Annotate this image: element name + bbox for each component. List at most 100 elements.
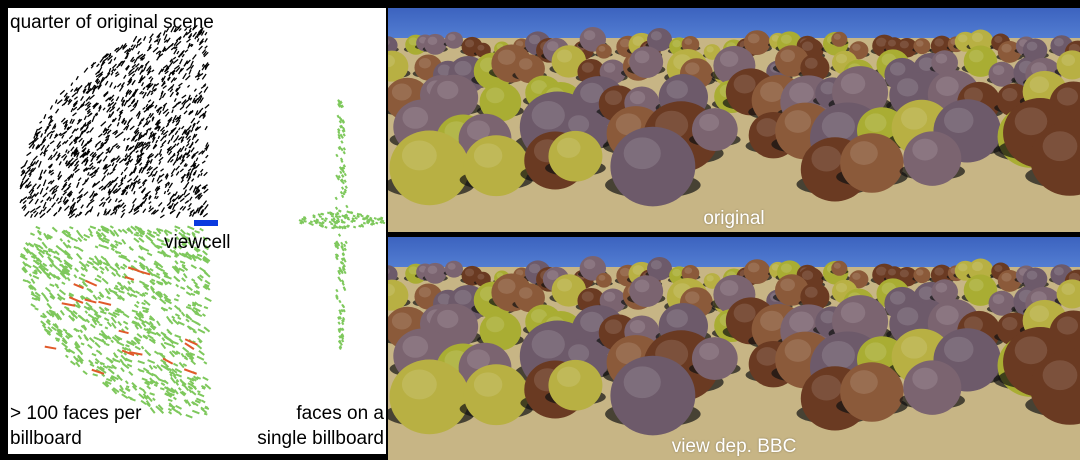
billboard-face-mark (134, 324, 139, 330)
billboard-face-mark (102, 364, 109, 369)
scene-face-mark (91, 190, 95, 197)
scene-face-mark (154, 126, 158, 130)
billboard-face-mark (88, 359, 94, 365)
scene-face-mark (136, 154, 140, 158)
billboard-face-mark (80, 342, 85, 346)
billboard-face-mark (194, 399, 201, 404)
scene-face-mark (160, 135, 166, 142)
scene-face-mark (157, 126, 161, 132)
billboard-face-mark (182, 363, 188, 367)
scene-face-mark (194, 187, 200, 194)
highlight-face-mark (61, 302, 76, 307)
billboard-face-mark (78, 358, 84, 365)
scene-face-mark (32, 210, 37, 214)
scene-face-mark (190, 60, 194, 67)
billboard-face-mark (119, 286, 124, 291)
billboard-face-mark (138, 393, 145, 400)
single-face-mark (337, 233, 342, 237)
single-face-mark (341, 261, 345, 265)
scene-face-mark (125, 145, 129, 149)
scene-face-mark (132, 197, 137, 204)
scene-face-mark (192, 171, 196, 176)
tree-highlight (840, 302, 866, 324)
tree-highlight (388, 54, 395, 68)
billboard-face-mark (73, 238, 79, 243)
scene-face-mark (98, 133, 103, 138)
tree-highlight (466, 120, 490, 141)
billboard-face-mark (162, 251, 169, 258)
billboard-face-mark (85, 301, 93, 309)
scene-face-mark (194, 97, 199, 104)
scene-face-mark (52, 148, 56, 152)
scene-face-mark (162, 64, 168, 69)
scene-face-mark (112, 163, 118, 171)
highlight-face-mark (73, 283, 84, 290)
scene-face-mark (139, 54, 146, 60)
viewcell-label: viewcell (164, 232, 231, 253)
scene-face-mark (141, 57, 146, 61)
single-face-mark (344, 214, 348, 217)
billboard-face-mark (142, 367, 150, 373)
billboard-face-mark (37, 230, 42, 234)
tree-highlight (1026, 41, 1038, 51)
billboard-face-mark (97, 296, 102, 301)
single-face-mark (362, 217, 367, 220)
scene-face-mark (39, 120, 43, 124)
scene-face-mark (172, 196, 179, 203)
scene-face-mark (82, 88, 87, 94)
billboard-face-mark (131, 382, 138, 388)
tree-highlight (756, 118, 779, 137)
billboard-face-mark (99, 365, 105, 371)
scene-face-mark (104, 53, 110, 58)
billboard-face-mark (191, 233, 197, 239)
billboard-face-mark (173, 298, 179, 302)
scene-face-mark (176, 119, 181, 126)
billboard-face-mark (28, 273, 33, 277)
scene-face-mark (114, 133, 121, 139)
scene-face-mark (131, 44, 137, 51)
billboard-face-mark (105, 261, 111, 267)
scene-face-mark (26, 165, 31, 170)
billboard-face-mark (106, 321, 113, 328)
scene-face-mark (146, 120, 151, 126)
tree-highlight (864, 113, 887, 133)
billboard-face-mark (171, 315, 176, 320)
scene-face-mark (80, 151, 87, 158)
scene-face-mark (121, 189, 127, 196)
tree-highlight (666, 309, 688, 328)
scene-face-mark (191, 133, 196, 141)
scene-face-mark (145, 160, 151, 166)
billboard-face-mark (75, 300, 81, 308)
scene-face-mark (70, 209, 75, 215)
scene-face-mark (177, 127, 181, 131)
billboard-face-mark (104, 245, 110, 250)
scene-face-mark (136, 204, 142, 210)
scene-face-mark (105, 134, 109, 139)
tree-crown (548, 130, 603, 182)
scene-face-mark (86, 82, 90, 87)
billboard-face-mark (191, 301, 197, 306)
scene-face-mark (189, 141, 194, 149)
billboard-face-mark (27, 242, 35, 248)
billboard-face-mark (30, 292, 38, 298)
billboard-face-mark (111, 322, 117, 329)
billboard-face-mark (141, 292, 146, 297)
single-face-mark (342, 126, 346, 131)
billboard-face-mark (177, 316, 182, 320)
scene-face-mark (72, 106, 78, 111)
billboard-face-mark (201, 386, 206, 390)
billboard-face-mark (157, 404, 164, 411)
single-face-mark (337, 226, 342, 230)
scene-face-mark (197, 94, 203, 101)
billboard-face-mark (189, 380, 195, 385)
tree-highlight (546, 270, 559, 281)
scene-face-mark (115, 96, 120, 102)
scene-face-mark (201, 63, 205, 67)
scene-face-mark (200, 30, 205, 36)
scene-face-mark (158, 50, 162, 56)
scene-face-mark (175, 165, 180, 171)
billboard-face-mark (61, 342, 69, 349)
billboard-face-mark (98, 323, 103, 327)
scene-face-mark (142, 182, 146, 187)
single-face-mark (344, 240, 348, 245)
